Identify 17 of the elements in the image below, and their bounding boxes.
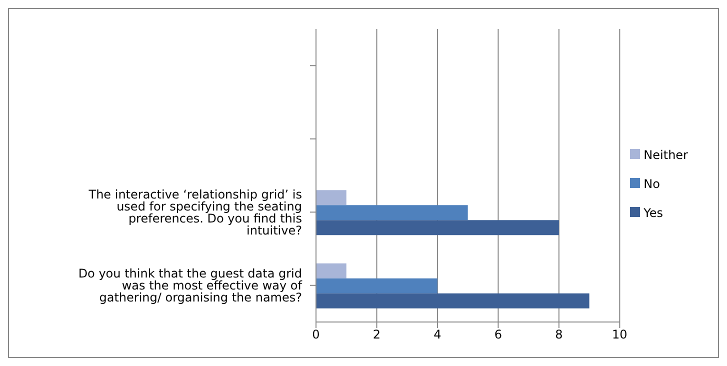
bar [316,263,346,278]
legend-label: Yes [644,206,664,220]
y-tick-label: The interactive ‘relationship grid’ is used for specifying the seating preferences. Do you find this intuitive? [88,187,302,238]
legend-label: No [644,176,660,190]
bar [316,190,346,206]
y-tick-label: Do you think that the guest data grid was the most effective way of gathering/ organising the names? [78,266,303,305]
x-tick-label: 10 [612,328,628,342]
legend-label: Neither [644,148,688,162]
x-tick-label: 8 [555,328,563,342]
bar [316,220,559,236]
bar [316,205,468,220]
bar [316,293,590,308]
x-tick-label: 4 [434,328,442,342]
x-tick-label: 6 [494,328,502,342]
x-tick-label: 0 [312,328,320,342]
bar [316,278,438,294]
x-tick-label: 2 [372,328,381,342]
